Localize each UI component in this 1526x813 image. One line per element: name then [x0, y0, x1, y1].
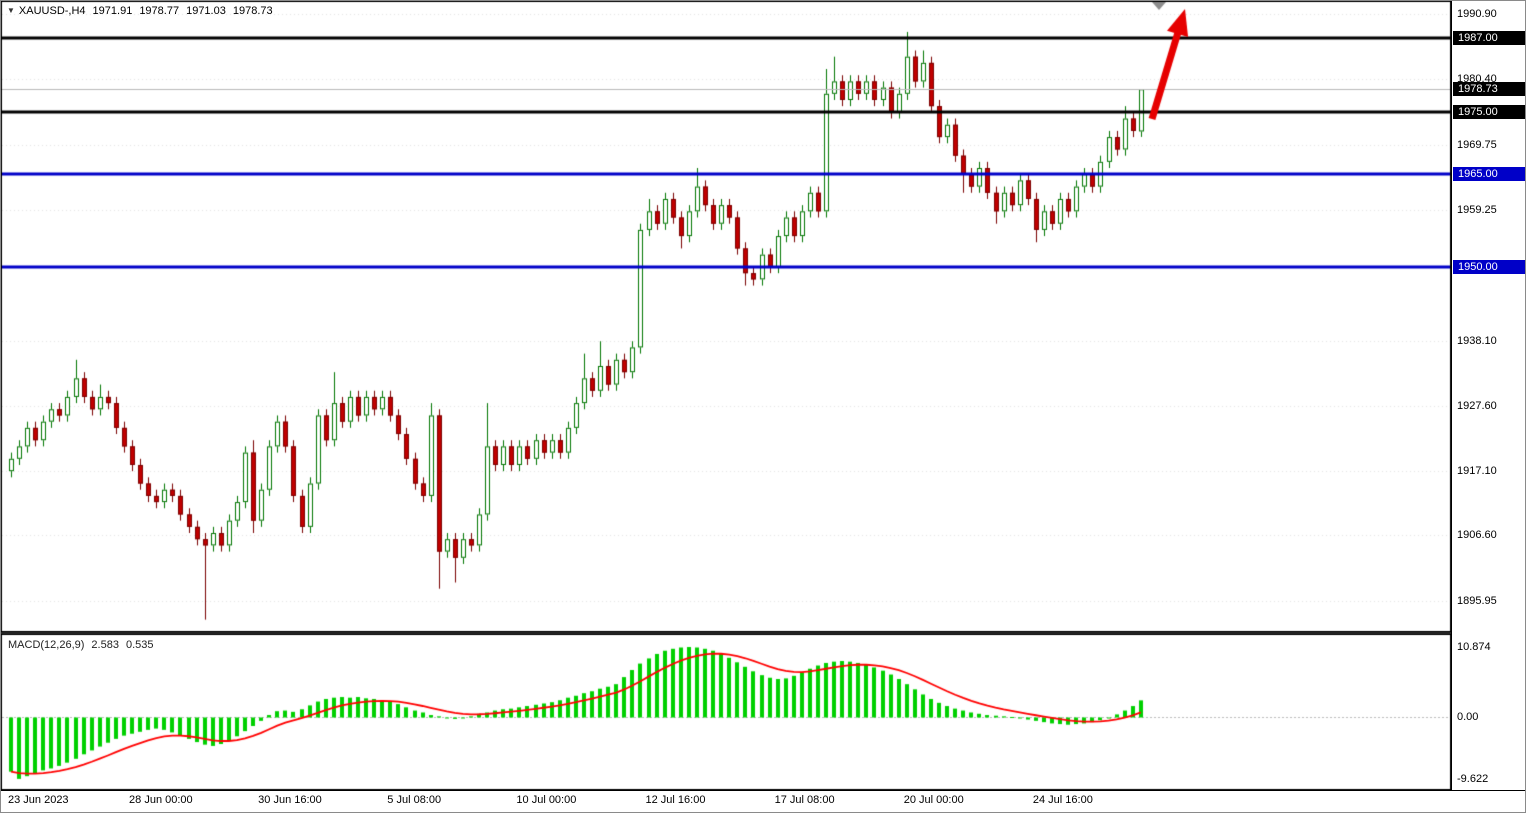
close-value: 1978.73	[232, 5, 273, 17]
price-tick-label: 1969.75	[1457, 138, 1497, 151]
resistance-level-badge: 1987.00	[1453, 31, 1525, 46]
blue-level-badge: 1965.00	[1453, 167, 1525, 182]
macd-chart-canvas[interactable]	[1, 634, 1451, 790]
macd-tick-label: 0.00	[1457, 710, 1479, 723]
macd-tick-label: 10.874	[1457, 641, 1491, 654]
price-tick-label: 1917.10	[1457, 464, 1497, 477]
price-tick-label: 1906.60	[1457, 529, 1497, 542]
price-tick-label: 1980.40	[1457, 72, 1497, 85]
price-tick-label: 1959.25	[1457, 203, 1497, 216]
low-value: 1971.03	[186, 5, 226, 17]
time-scale[interactable]: 23 Jun 2023 28 Jun 00:00 30 Jun 16:00 5 Jul…	[1, 791, 1525, 812]
blue-level-badge: 1950.00	[1453, 260, 1525, 274]
time-tick-label: 30 Jun 16:00	[258, 794, 322, 806]
price-chart-canvas[interactable]	[1, 1, 1451, 632]
support-level-badge: 1975.00	[1453, 105, 1525, 120]
macd-signal-value: 0.535	[125, 639, 154, 651]
price-scale[interactable]: 1990.90 1980.40 1969.75 1959.25 1938.10 1927.…	[1451, 1, 1525, 790]
symbol-timeframe-label: XAUUSD-,H4	[18, 5, 86, 17]
macd-main-value: 2.583	[91, 639, 119, 651]
time-tick-label: 24 Jul 16:00	[1032, 794, 1093, 806]
price-tick-label: 1990.90	[1457, 7, 1497, 20]
price-tick-label: 1895.95	[1457, 595, 1497, 608]
high-value: 1978.77	[139, 5, 180, 17]
price-tick-label: 1927.60	[1457, 399, 1497, 412]
current-price-badge: 1978.73	[1453, 82, 1525, 97]
time-tick-label: 20 Jul 00:00	[903, 794, 964, 806]
price-tick-label: 1938.10	[1457, 334, 1497, 347]
panel-splitter[interactable]	[1, 632, 1525, 634]
time-tick-label: 23 Jun 2023	[8, 794, 69, 806]
macd-tick-label: -9.622	[1457, 772, 1489, 785]
chart-title: ▼ XAUUSD-,H4 1971.91 1978.77 1971.03 1978.73	[7, 5, 273, 17]
open-value: 1971.91	[92, 5, 133, 17]
time-axis-separator	[1, 790, 1525, 791]
time-tick-label: 17 Jul 08:00	[774, 794, 835, 806]
time-tick-label: 10 Jul 00:00	[516, 794, 577, 806]
time-tick-label: 5 Jul 08:00	[387, 794, 442, 806]
macd-indicator-label: MACD(12,26,9) 2.583 0.535	[8, 639, 153, 651]
time-tick-label: 28 Jun 00:00	[129, 794, 193, 806]
time-tick-label: 12 Jul 16:00	[645, 794, 706, 806]
macd-name: MACD(12,26,9)	[8, 639, 85, 651]
chart-marker-icon: ▼	[7, 6, 15, 15]
